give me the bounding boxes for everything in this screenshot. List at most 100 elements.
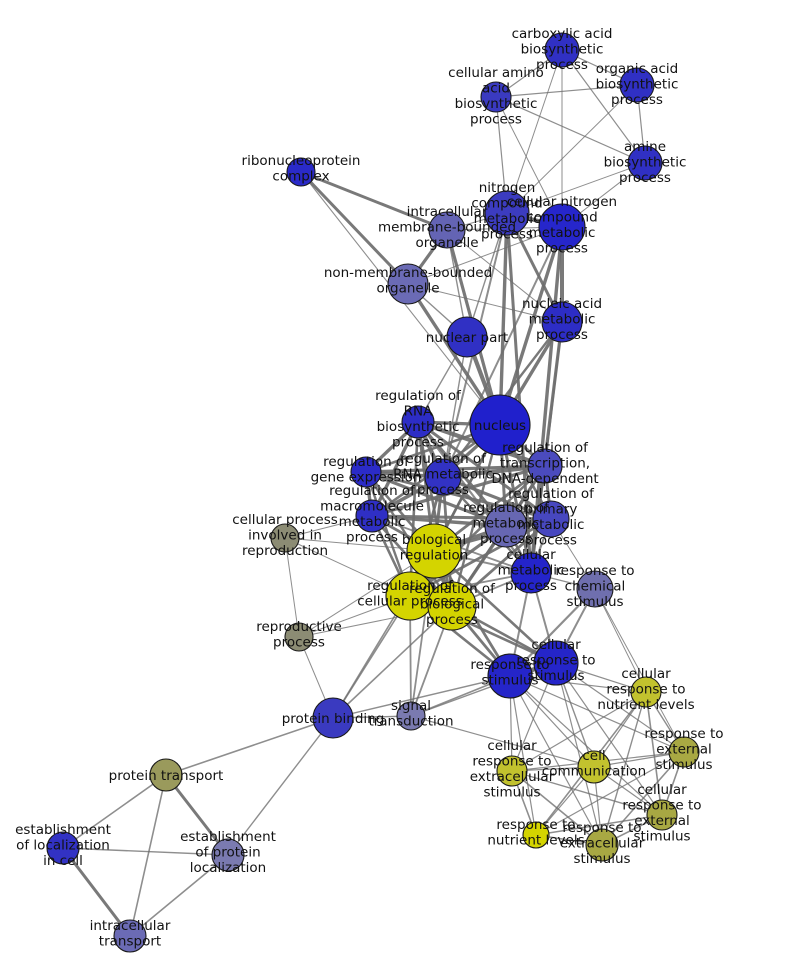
graph-node-label: ribonucleoprotein complex <box>242 153 361 185</box>
graph-edge <box>164 773 230 857</box>
graph-edge <box>555 662 603 846</box>
graph-node-label: intracellular transport <box>90 918 171 950</box>
graph-edge <box>535 814 663 836</box>
graph-edge <box>509 675 647 693</box>
graph-node[interactable] <box>522 821 550 849</box>
graph-edge <box>511 770 603 846</box>
graph-edge <box>227 717 334 856</box>
graph-node[interactable] <box>496 755 528 787</box>
graph-edge <box>511 691 647 772</box>
graph-node[interactable] <box>149 758 183 792</box>
graph-edge <box>332 675 511 719</box>
graph-node-label: regulation of RNA metabolic process <box>393 451 493 498</box>
graph-node[interactable] <box>577 750 611 784</box>
graph-node-label: regulation of macromolecule metabolic proce… <box>320 483 424 546</box>
graph-node-label: establishment of protein localization <box>180 829 276 876</box>
graph-node[interactable] <box>396 701 426 731</box>
node-layer <box>46 32 700 953</box>
graph-node[interactable] <box>286 157 316 187</box>
graph-edge <box>601 691 647 846</box>
graph-node[interactable] <box>541 301 583 343</box>
graph-node-label: cell communication <box>542 748 646 780</box>
graph-edge <box>645 691 663 816</box>
graph-node-label: signal transduction <box>368 698 453 730</box>
graph-node[interactable] <box>619 67 655 103</box>
graph-edge <box>284 537 300 638</box>
graph-node[interactable] <box>646 799 678 831</box>
graph-edge <box>165 717 334 776</box>
graph-edge <box>509 675 685 753</box>
graph-node[interactable] <box>46 831 80 865</box>
graph-node-label: cellular response to stimulus <box>516 637 595 684</box>
label-layer: carboxylic acid biosynthetic process organi… <box>15 26 724 950</box>
graph-node[interactable] <box>270 523 300 553</box>
graph-node-label: cellular process involved in reproduction <box>232 512 338 559</box>
graph-node[interactable] <box>544 32 580 68</box>
graph-edge <box>410 715 595 768</box>
graph-node[interactable] <box>527 448 563 484</box>
graph-edge <box>498 225 564 427</box>
graph-node[interactable] <box>576 570 614 608</box>
graph-node[interactable] <box>424 458 462 496</box>
graph-node[interactable] <box>284 622 314 652</box>
graph-edge <box>441 475 553 521</box>
graph-edge <box>544 321 563 467</box>
graph-edge <box>594 588 685 753</box>
graph-node[interactable] <box>585 828 619 862</box>
graph-node-label: nuclear part <box>426 330 508 346</box>
graph-node-label: protein binding <box>282 711 385 727</box>
graph-node[interactable] <box>350 456 382 488</box>
graph-node[interactable] <box>627 145 663 181</box>
graph-edge <box>432 549 558 665</box>
graph-node-label: cellular amino acid biosynthetic process <box>448 65 544 128</box>
graph-node[interactable] <box>113 919 147 953</box>
graph-node[interactable] <box>484 504 528 548</box>
graph-node-label: cellular response to external stimulus <box>622 782 701 845</box>
graph-node[interactable] <box>211 838 245 872</box>
graph-node[interactable] <box>312 697 354 739</box>
graph-node[interactable] <box>532 500 570 538</box>
graph-node[interactable] <box>355 499 389 533</box>
graph-node-label: non-membrane-bounded organelle <box>324 265 492 297</box>
graph-node-label: response to chemical stimulus <box>555 563 634 610</box>
graph-edge <box>61 846 132 938</box>
graph-node-label: intracellular membrane-bounded organelle <box>378 204 516 251</box>
graph-node[interactable] <box>630 676 662 708</box>
graph-edge <box>332 605 453 719</box>
graph-edge <box>129 854 229 937</box>
graph-node[interactable] <box>469 394 531 456</box>
graph-node-label: amine biosynthetic process <box>604 139 687 186</box>
graph-node[interactable] <box>387 263 429 305</box>
graph-edge <box>299 170 410 286</box>
graph-edge <box>601 751 685 846</box>
graph-node-label: cellular response to nutrient levels <box>597 666 694 713</box>
graph-edge <box>511 770 663 816</box>
graph-node[interactable] <box>401 405 435 439</box>
graph-node[interactable] <box>487 653 533 699</box>
graph-edge <box>561 49 646 164</box>
graph-node[interactable] <box>668 736 700 768</box>
graph-edge <box>416 420 533 575</box>
graph-node[interactable] <box>446 316 488 358</box>
graph-node-label: regulation of cellular process <box>357 578 463 610</box>
graph-node[interactable] <box>427 581 477 631</box>
graph-node[interactable] <box>533 640 579 686</box>
graph-node-label: response to stimulus <box>470 657 549 689</box>
graph-node-label: biological regulation <box>400 532 469 564</box>
graph-edge <box>506 49 563 214</box>
graph-node-label: regulation of transcription, DNA-dependent <box>491 440 598 487</box>
graph-node[interactable] <box>480 81 512 113</box>
graph-node[interactable] <box>406 523 462 579</box>
graph-node[interactable] <box>538 203 586 251</box>
graph-edge <box>364 470 454 608</box>
graph-node-label: response to extracellular stimulus <box>560 820 645 867</box>
graph-edge <box>535 751 685 836</box>
graph-node[interactable] <box>428 211 466 249</box>
graph-edge <box>370 464 547 518</box>
graph-node-label: response to external stimulus <box>644 726 723 773</box>
graph-node[interactable] <box>484 190 530 236</box>
graph-node-label: cellular nitrogen compound metabolic proces… <box>507 194 617 257</box>
graph-node[interactable] <box>510 552 552 594</box>
